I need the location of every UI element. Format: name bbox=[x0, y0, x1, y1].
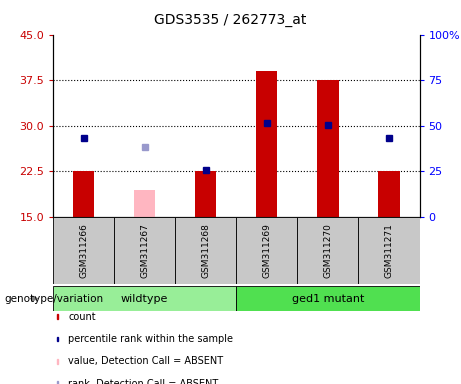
Text: ged1 mutant: ged1 mutant bbox=[292, 293, 364, 304]
Bar bbox=[175, 217, 236, 284]
Bar bbox=[317, 80, 338, 217]
Text: GSM311268: GSM311268 bbox=[201, 223, 210, 278]
Bar bbox=[358, 217, 420, 284]
Text: value, Detection Call = ABSENT: value, Detection Call = ABSENT bbox=[68, 356, 223, 366]
Bar bbox=[378, 171, 400, 217]
Bar bbox=[256, 71, 278, 217]
Bar bbox=[297, 217, 358, 284]
Text: count: count bbox=[68, 312, 96, 322]
Bar bbox=[134, 190, 155, 217]
Bar bbox=[53, 217, 114, 284]
Text: GSM311271: GSM311271 bbox=[384, 223, 394, 278]
Text: wildtype: wildtype bbox=[121, 293, 168, 304]
Bar bbox=[73, 171, 94, 217]
Text: GDS3535 / 262773_at: GDS3535 / 262773_at bbox=[154, 13, 307, 27]
Text: GSM311269: GSM311269 bbox=[262, 223, 272, 278]
Bar bbox=[53, 286, 236, 311]
Text: percentile rank within the sample: percentile rank within the sample bbox=[68, 334, 233, 344]
Bar bbox=[236, 217, 297, 284]
Text: GSM311267: GSM311267 bbox=[140, 223, 149, 278]
Bar bbox=[236, 286, 420, 311]
Text: genotype/variation: genotype/variation bbox=[5, 293, 104, 304]
Text: GSM311270: GSM311270 bbox=[323, 223, 332, 278]
Text: GSM311266: GSM311266 bbox=[79, 223, 88, 278]
Text: rank, Detection Call = ABSENT: rank, Detection Call = ABSENT bbox=[68, 379, 219, 384]
Bar bbox=[114, 217, 175, 284]
Bar bbox=[195, 171, 216, 217]
